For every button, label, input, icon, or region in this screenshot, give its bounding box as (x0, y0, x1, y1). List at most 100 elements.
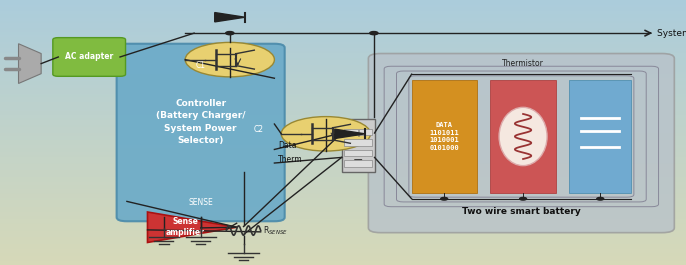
Bar (0, 210, 686, 212)
Text: AC adapter: AC adapter (65, 52, 113, 61)
Bar (0, 115, 686, 117)
FancyBboxPatch shape (344, 160, 372, 167)
Bar (0, 71, 686, 72)
Text: C1: C1 (196, 61, 206, 70)
Bar (0, 148, 686, 150)
Bar (0, 207, 686, 209)
FancyBboxPatch shape (344, 129, 372, 135)
Bar (0, 215, 686, 217)
Bar (0, 189, 686, 191)
Bar (0, 7, 686, 9)
Bar (0, 14, 686, 16)
FancyBboxPatch shape (344, 150, 372, 156)
Bar (0, 55, 686, 56)
Bar (0, 200, 686, 201)
Bar (0, 159, 686, 161)
Bar (0, 132, 686, 134)
Bar (0, 141, 686, 143)
Text: Sense
amplifier: Sense amplifier (165, 217, 204, 237)
Bar (0, 69, 686, 71)
Text: Two wire smart battery: Two wire smart battery (462, 207, 581, 216)
Bar (0, 39, 686, 41)
Text: Thermistor: Thermistor (502, 59, 544, 68)
Bar (0, 150, 686, 152)
Bar (0, 260, 686, 262)
Bar (0, 219, 686, 221)
Bar (0, 256, 686, 258)
Ellipse shape (499, 107, 547, 166)
Bar (0, 136, 686, 138)
Bar (0, 164, 686, 166)
Bar (0, 157, 686, 159)
Bar (0, 247, 686, 249)
FancyBboxPatch shape (344, 139, 372, 146)
Bar (0, 113, 686, 115)
Bar (0, 35, 686, 37)
Text: Therm: Therm (278, 155, 303, 164)
Bar (0, 182, 686, 184)
Bar (0, 231, 686, 233)
Bar (0, 25, 686, 26)
Bar (0, 67, 686, 69)
Bar (0, 30, 686, 32)
Bar (0, 196, 686, 198)
Bar (0, 50, 686, 51)
Bar (0, 83, 686, 85)
Bar (0, 124, 686, 125)
Bar (0, 21, 686, 23)
Bar (0, 240, 686, 242)
Text: Controller
(Battery Charger/
System Power
Selector): Controller (Battery Charger/ System Powe… (156, 99, 246, 145)
Text: C2: C2 (254, 125, 264, 134)
Bar (0, 87, 686, 88)
Bar (0, 64, 686, 65)
Bar (0, 94, 686, 95)
Bar (0, 184, 686, 185)
Bar (0, 168, 686, 170)
Bar (0, 258, 686, 260)
FancyBboxPatch shape (412, 80, 477, 193)
Bar (0, 118, 686, 120)
Bar (0, 53, 686, 55)
Bar (0, 194, 686, 196)
Bar (0, 235, 686, 237)
Bar (0, 23, 686, 25)
Bar (0, 214, 686, 215)
Text: DATA
1101011
1010001
0101000: DATA 1101011 1010001 0101000 (429, 122, 459, 151)
Bar (0, 85, 686, 87)
Bar (0, 76, 686, 78)
Bar (0, 90, 686, 92)
Bar (0, 2, 686, 3)
Bar (0, 244, 686, 246)
Bar (0, 16, 686, 18)
Bar (0, 251, 686, 253)
Text: SENSE: SENSE (188, 198, 213, 207)
Bar (0, 32, 686, 34)
Bar (0, 152, 686, 154)
FancyBboxPatch shape (117, 44, 285, 221)
Bar (0, 177, 686, 178)
Bar (0, 224, 686, 226)
Bar (0, 223, 686, 224)
Bar (0, 108, 686, 109)
Bar (0, 78, 686, 80)
Circle shape (520, 197, 526, 200)
Bar (0, 212, 686, 214)
Polygon shape (147, 212, 237, 242)
Bar (0, 104, 686, 106)
Bar (0, 129, 686, 131)
Bar (0, 221, 686, 223)
Text: +: + (354, 129, 362, 139)
Text: System load: System load (657, 29, 686, 38)
Bar (0, 254, 686, 256)
Bar (0, 173, 686, 175)
Bar (0, 134, 686, 136)
Bar (0, 125, 686, 127)
Bar (0, 198, 686, 200)
Bar (0, 58, 686, 60)
Bar (0, 11, 686, 12)
Bar (0, 170, 686, 171)
Bar (0, 111, 686, 113)
Bar (0, 18, 686, 19)
Bar (0, 99, 686, 101)
Bar (0, 187, 686, 189)
